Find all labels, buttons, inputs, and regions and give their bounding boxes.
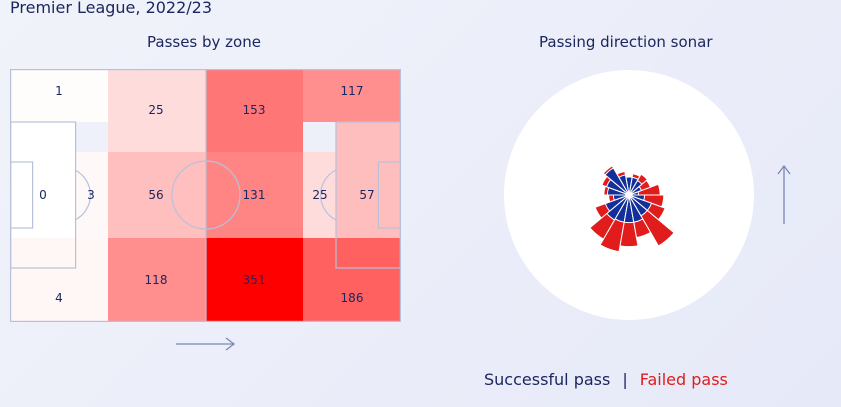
zone-label-opp-half-right: 351: [243, 273, 266, 287]
zone-label-own-half-right: 118: [145, 273, 168, 287]
zone-label-final-third-box-edge: 25: [312, 188, 327, 202]
sonar-title: Passing direction sonar: [539, 33, 713, 51]
sonar-direction-arrow-icon: [777, 164, 791, 224]
zone-label-final-third-right: 186: [341, 291, 364, 305]
pitch-markings: [10, 69, 401, 322]
legend: Successful pass | Failed pass: [484, 370, 728, 389]
zone-own-half-left: [108, 69, 206, 152]
zone-label-own-half-left: 25: [148, 103, 163, 117]
zone-label-defensive-left: 1: [55, 84, 63, 98]
zone-label-defensive-box-edge: 3: [87, 188, 95, 202]
legend-success: Successful pass: [484, 370, 611, 389]
zone-own-half-right: [108, 238, 206, 322]
zone-opp-half-right: [206, 238, 303, 322]
zone-final-third-box-edge: [303, 152, 336, 238]
zone-own-half-centre: [108, 152, 206, 238]
zone-label-own-half-centre: 56: [148, 188, 163, 202]
zone-label-defensive-right: 4: [55, 291, 63, 305]
sonar-success-wedge: [606, 186, 630, 196]
zone-label-final-third-box: 57: [359, 188, 374, 202]
zone-label-final-third-left: 117: [341, 84, 364, 98]
zone-opp-half-left: [206, 69, 303, 152]
zone-defensive-left: [10, 69, 108, 122]
zone-final-third-right: [303, 238, 401, 322]
attack-direction-arrow-icon: [176, 337, 236, 351]
zone-heatmap: 1 0 3 4 25 56 118 153 131 351 117 25 57 186: [10, 69, 401, 322]
zone-label-defensive-box: 0: [39, 188, 47, 202]
zone-defensive-right: [10, 238, 108, 322]
zone-label-opp-half-centre: 131: [243, 188, 266, 202]
subtitle: Premier League, 2022/23: [10, 0, 213, 17]
zone-final-third-left: [303, 69, 401, 122]
zone-defensive-box-edge: [75, 152, 108, 238]
zones-title: Passes by zone: [147, 33, 261, 51]
zone-defensive-box: [10, 122, 75, 238]
legend-separator: |: [622, 370, 628, 389]
passing-sonar: [504, 70, 754, 320]
sonar-success-wedge: [628, 194, 646, 201]
zone-opp-half-centre: [206, 152, 303, 238]
sonar-success-wedge: [604, 167, 630, 196]
zone-label-opp-half-left: 153: [243, 103, 266, 117]
legend-failed: Failed pass: [639, 370, 728, 389]
